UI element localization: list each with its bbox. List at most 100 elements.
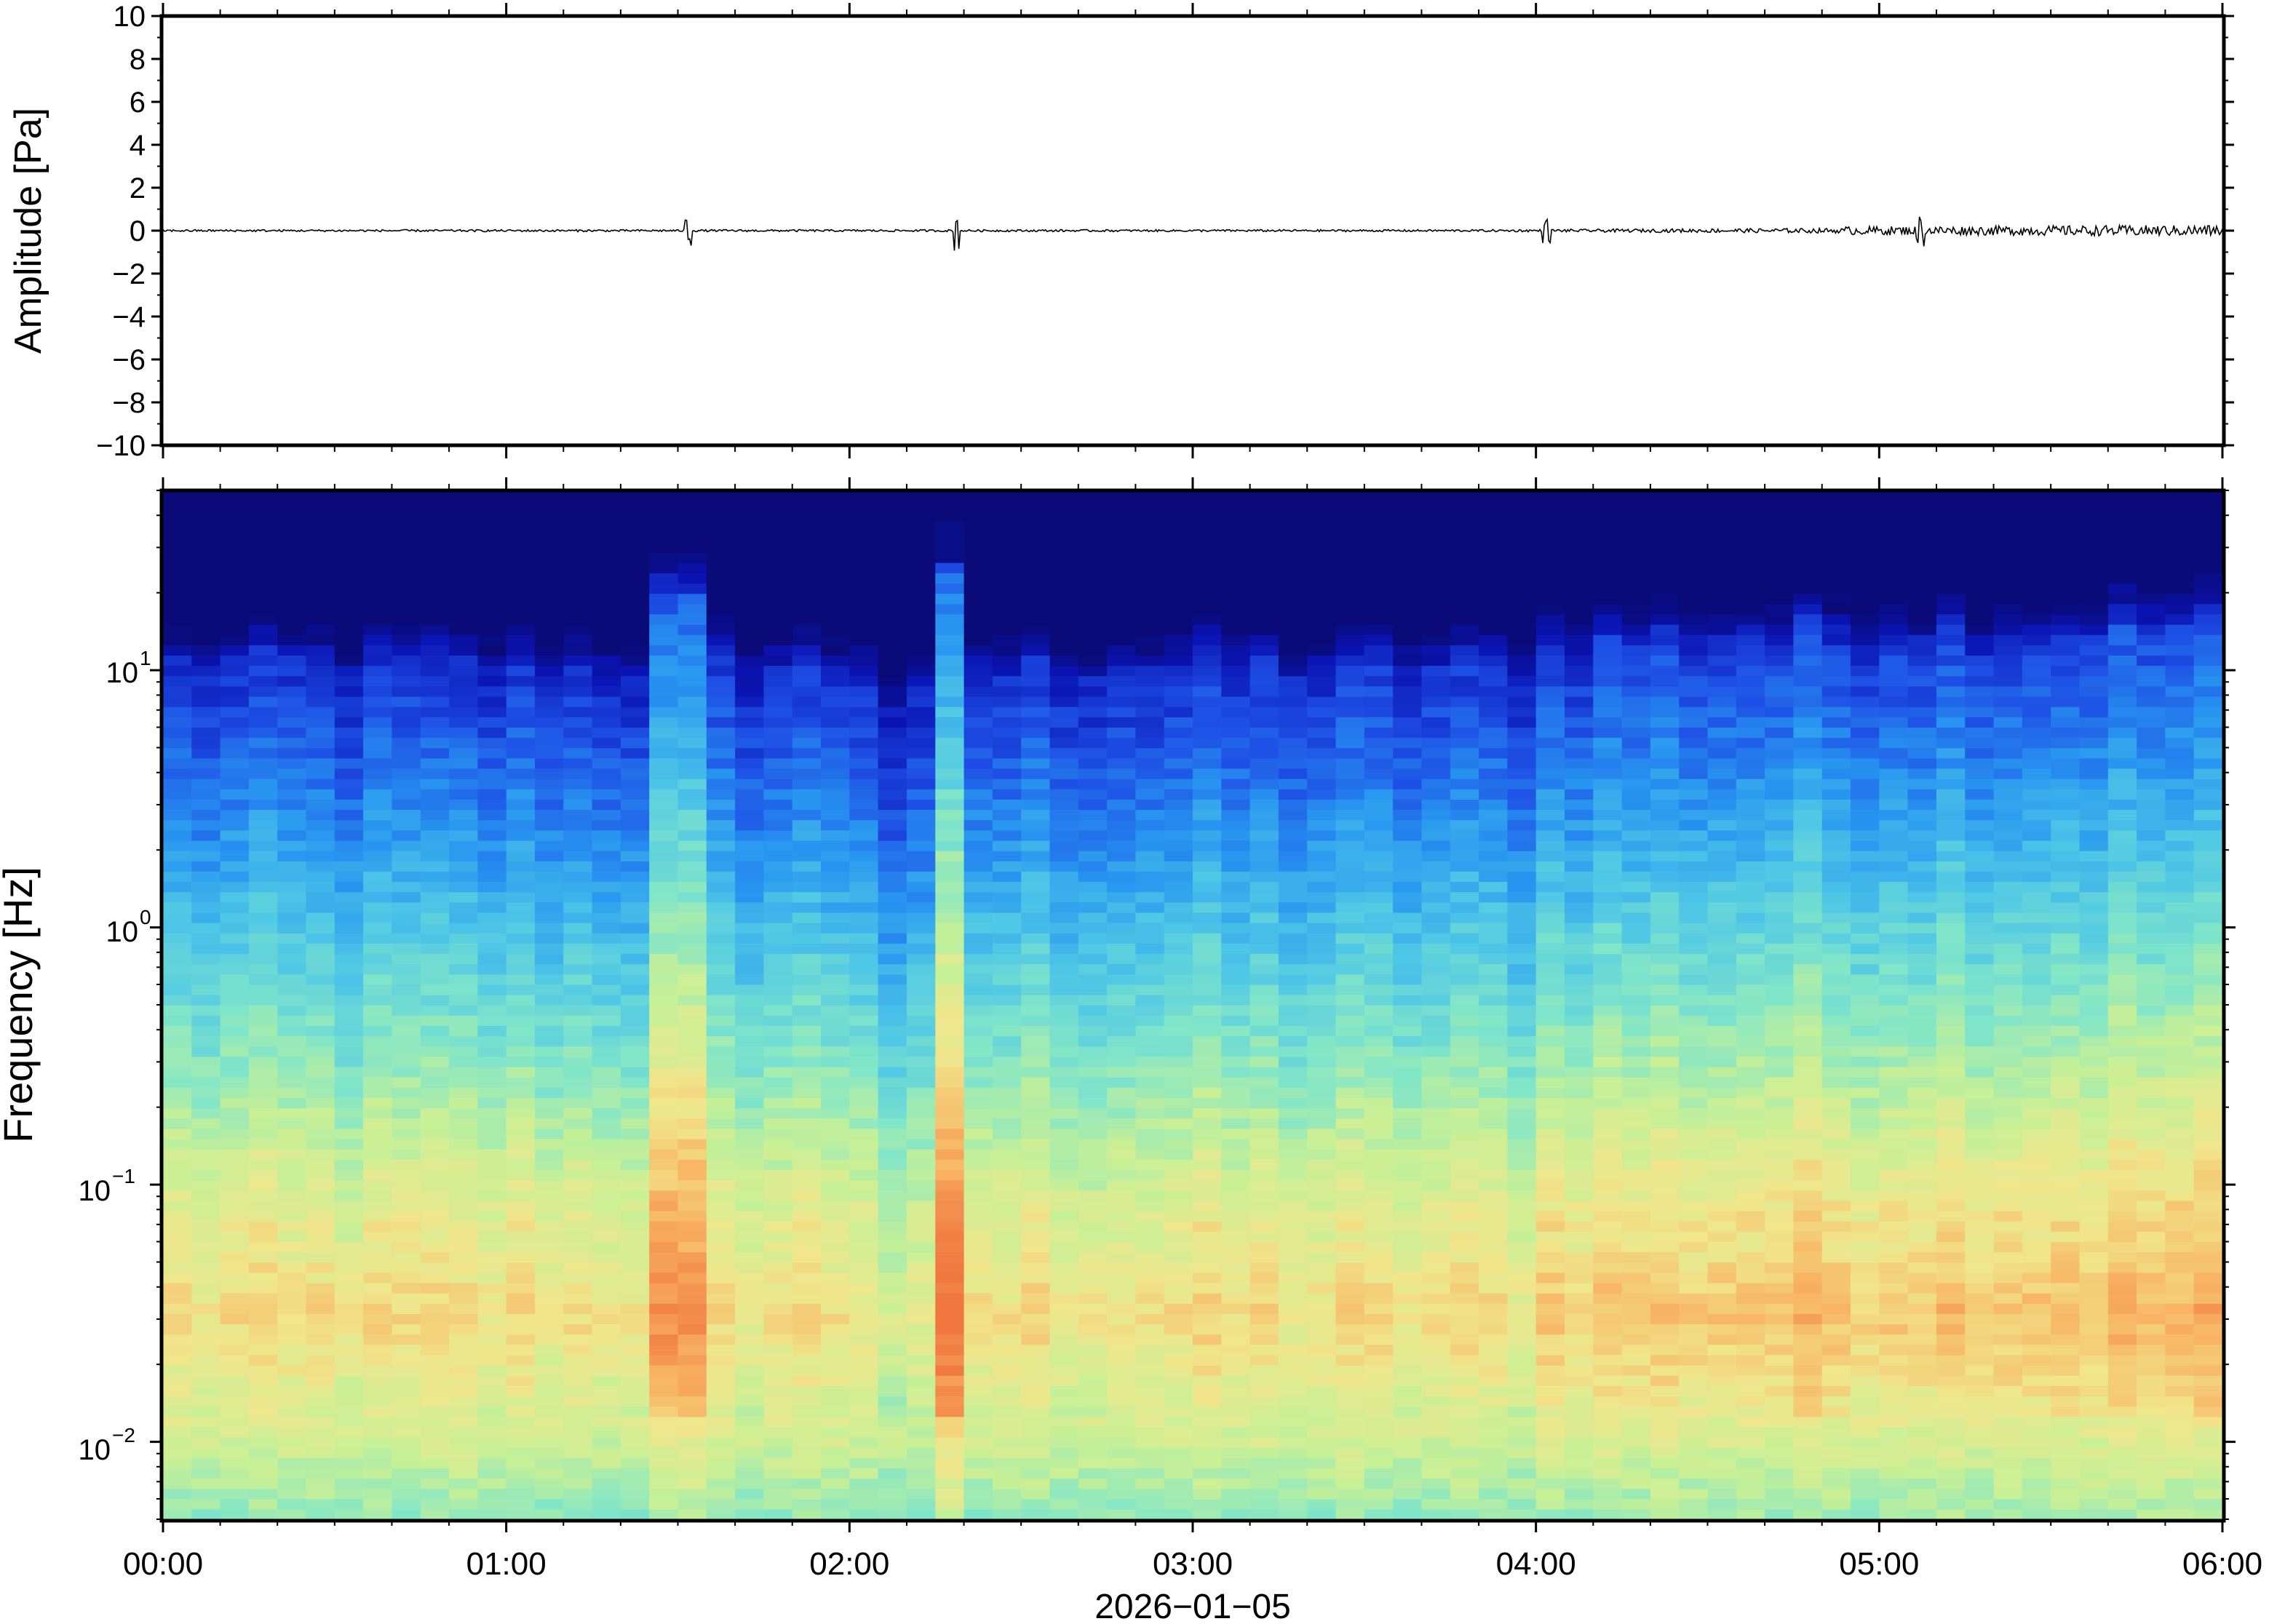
spectrogram-cell (1107, 562, 1137, 573)
spectrogram-cell (1193, 1447, 1223, 1458)
spectrogram-cell (620, 1107, 650, 1119)
spectrogram-cell (1335, 1344, 1365, 1356)
spectrogram-cell (220, 789, 250, 800)
spectrogram-cell (763, 799, 793, 811)
spectrogram-cell (1193, 943, 1223, 955)
spectrogram-cell (363, 1025, 393, 1037)
spectrogram-cell (1049, 1334, 1079, 1345)
spectrogram-cell (191, 1200, 221, 1211)
spectrogram-cell (420, 943, 450, 955)
spectrogram-cell (1221, 1035, 1251, 1047)
spectrogram-cell (878, 778, 907, 789)
spectrogram-cell (477, 1488, 507, 1500)
spectrogram-cell (163, 1025, 193, 1037)
spectrogram-cell (449, 490, 479, 501)
spectrogram-cell (1278, 1303, 1308, 1314)
spectrogram-cell (1278, 1324, 1308, 1335)
spectrogram-cell (306, 1231, 335, 1242)
spectrogram-cell (563, 562, 593, 573)
spectrogram-cell (1135, 1046, 1165, 1057)
spectrogram-cell (821, 871, 851, 883)
spectrogram-cell (334, 1426, 364, 1438)
spectrogram-cell (334, 1128, 364, 1139)
spectrogram-cell (277, 717, 307, 728)
spectrogram-cell (677, 922, 707, 934)
spectrogram-cell (220, 871, 250, 883)
spectrogram-cell (849, 1087, 879, 1098)
spectrogram-cell (535, 1498, 565, 1510)
spectrogram-cell (477, 1344, 507, 1356)
spectrogram-cell (535, 953, 565, 965)
spectrogram-cell (363, 573, 393, 584)
spectrogram-cell (1507, 1385, 1537, 1397)
spectrogram-cell (1421, 593, 1451, 605)
spectrogram-cell (1193, 1220, 1223, 1232)
spectrogram-cell (1164, 645, 1193, 656)
spectrogram-cell (706, 1200, 736, 1211)
spectrogram-cell (963, 829, 993, 841)
spectrogram-cell (306, 1149, 335, 1160)
spectrogram-cell (477, 912, 507, 923)
spectrogram-cell (735, 974, 765, 985)
spectrogram-cell (1364, 531, 1394, 543)
spectrogram-cell (906, 963, 936, 975)
spectrogram-cell (792, 1406, 822, 1417)
spectrogram-cell (1335, 634, 1365, 645)
spectrogram-cell (248, 901, 278, 913)
spectrogram-cell (449, 1251, 479, 1263)
spectrogram-cell (1221, 1282, 1251, 1294)
spectrogram-cell (992, 871, 1022, 883)
spectrogram-cell (1164, 675, 1193, 687)
spectrogram-cell (677, 490, 707, 501)
spectrogram-cell (1479, 1436, 1509, 1448)
spectrogram-cell (1078, 778, 1108, 789)
spectrogram-cell (906, 1107, 936, 1119)
spectrogram-cell (821, 799, 851, 811)
spectrogram-cell (220, 1097, 250, 1109)
spectrogram-cell (1364, 1138, 1394, 1150)
spectrogram-cell (220, 1508, 250, 1519)
spectrogram-cell (1078, 768, 1108, 779)
spectrogram-cell (1393, 1303, 1423, 1314)
spectrogram-cell (1450, 685, 1479, 697)
spectrogram-cell (649, 490, 679, 501)
spectrogram-cell (906, 1138, 936, 1150)
spectrogram-cell (191, 583, 221, 594)
spectrogram-cell (1278, 1138, 1308, 1150)
spectrogram-cell (677, 501, 707, 512)
spectrogram-cell (963, 573, 993, 584)
spectrogram-cell (1164, 1159, 1193, 1170)
spectrogram-cell (1479, 531, 1509, 543)
spectrogram-cell (592, 933, 621, 944)
spectrogram-cell (1393, 1324, 1423, 1335)
spectrogram-cell (1479, 1272, 1509, 1283)
spectrogram-cell (1107, 1416, 1137, 1428)
spectrogram-cell (334, 1179, 364, 1191)
spectrogram-cell (706, 1313, 736, 1325)
spectrogram-cell (649, 1426, 679, 1438)
spectrogram-cell (1193, 665, 1223, 677)
spectrogram-cell (191, 1364, 221, 1376)
spectrogram-cell (220, 984, 250, 995)
spectrogram-cell (1221, 1220, 1251, 1232)
spectrogram-cell (392, 799, 421, 811)
spectrogram-cell (1021, 881, 1051, 893)
spectrogram-cell (506, 912, 536, 923)
spectrogram-cell (1450, 1468, 1479, 1479)
spectrogram-cell (1021, 1128, 1051, 1139)
spectrogram-cell (1078, 891, 1108, 903)
spectrogram-cell (535, 912, 565, 923)
spectrogram-cell (1278, 665, 1308, 677)
spectrogram-cell (935, 768, 965, 779)
spectrogram-cell (620, 1354, 650, 1366)
spectrogram-cell (1249, 840, 1279, 851)
spectrogram-cell (363, 490, 393, 501)
spectrogram-cell (792, 1426, 822, 1438)
spectrogram-cell (906, 1200, 936, 1211)
spectrogram-cell (992, 1241, 1022, 1253)
spectrogram-cell (963, 562, 993, 573)
spectrogram-cell (420, 573, 450, 584)
spectrogram-cell (906, 891, 936, 903)
spectrogram-cell (792, 1190, 822, 1201)
spectrogram-cell (563, 778, 593, 789)
